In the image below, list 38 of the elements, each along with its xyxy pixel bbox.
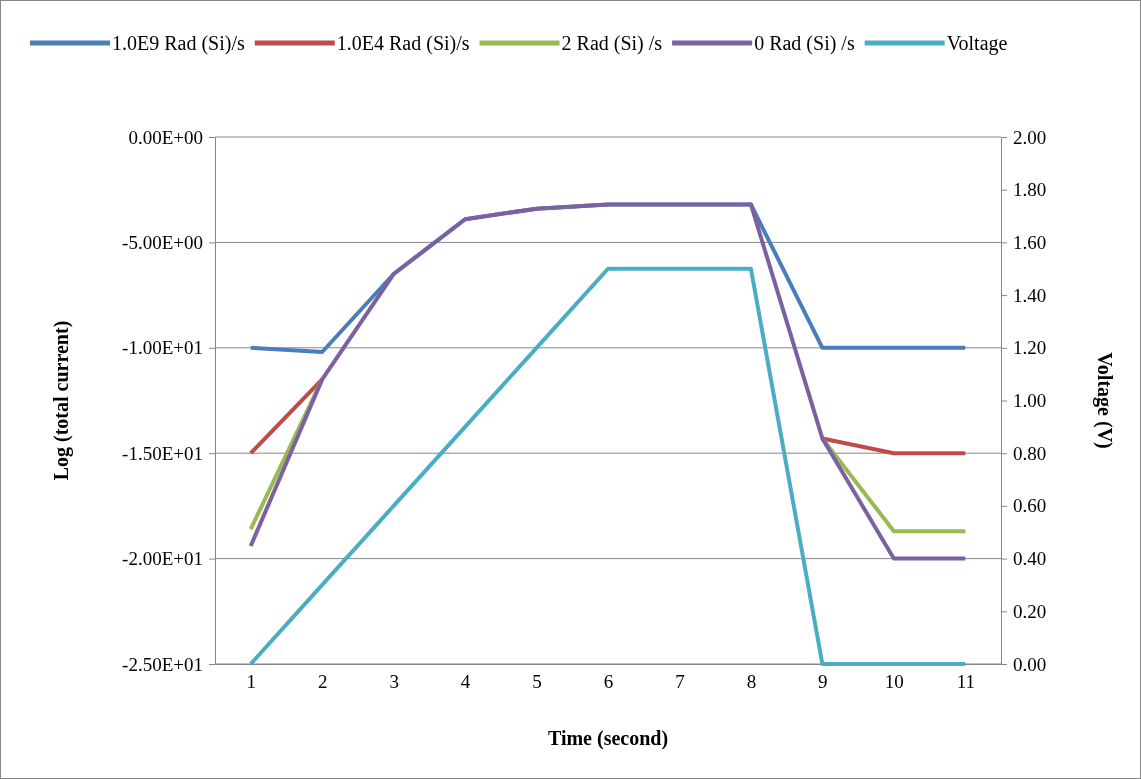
- x-tick-label: 1: [246, 670, 256, 692]
- x-tick-label: 11: [956, 670, 975, 692]
- y2-tick-label: 0.00: [1013, 653, 1047, 675]
- y2-tick-label: 1.60: [1013, 231, 1047, 253]
- x-tick-label: 3: [389, 670, 399, 692]
- x-tick-label: 4: [460, 670, 471, 692]
- legend-label: 1.0E4 Rad (Si)/s: [336, 32, 470, 55]
- line-series: [248, 202, 968, 561]
- y-tick-label: -2.50E+01: [122, 653, 203, 675]
- x-tick-label: 7: [675, 670, 685, 692]
- y2-tick-label: 0.20: [1013, 600, 1047, 622]
- y-axis-title: Log (total current): [50, 320, 73, 481]
- y2-tick-label: 1.00: [1013, 390, 1047, 412]
- y-tick-label: -1.00E+01: [122, 337, 203, 359]
- x-tick-label: 9: [818, 670, 828, 692]
- y2-tick-label: 0.40: [1013, 548, 1047, 570]
- y2-tick-label: 2.00: [1013, 126, 1047, 148]
- legend-label: 1.0E9 Rad (Si)/s: [112, 32, 245, 55]
- y2-tick-label: 0.60: [1013, 495, 1047, 517]
- x-tick-label: 2: [317, 670, 328, 692]
- y-tick-label: -1.50E+01: [122, 442, 203, 464]
- legend-label: Voltage: [946, 32, 1008, 55]
- line-series: [248, 266, 968, 666]
- y2-tick-label: 1.20: [1013, 337, 1047, 359]
- x-axis-title: Time (second): [547, 727, 669, 750]
- legend-label: 0 Rad (Si) /s: [754, 32, 855, 55]
- y-tick-label: -2.00E+01: [122, 548, 203, 570]
- y-tick-label: 0.00E+00: [128, 126, 203, 148]
- x-tick-label: 10: [884, 670, 904, 692]
- x-tick-label: 6: [603, 670, 614, 692]
- legend-label: 2 Rad (Si) /s: [561, 32, 663, 55]
- x-tick-label: 8: [746, 670, 757, 692]
- y2-axis-title: Voltage (V): [1093, 352, 1116, 449]
- y2-tick-label: 1.40: [1013, 284, 1047, 306]
- y-tick-label: -5.00E+00: [122, 231, 203, 253]
- y2-tick-label: 1.80: [1013, 179, 1047, 201]
- x-tick-label: 5: [532, 670, 542, 692]
- y2-tick-label: 0.80: [1013, 442, 1047, 464]
